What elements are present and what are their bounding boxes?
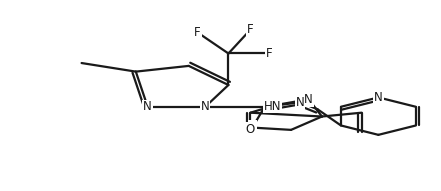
- Text: N: N: [374, 91, 383, 104]
- Text: N: N: [201, 100, 209, 113]
- Text: F: F: [265, 47, 273, 60]
- Text: F: F: [247, 23, 254, 36]
- Text: HN: HN: [264, 100, 281, 112]
- Text: S: S: [249, 121, 256, 134]
- Text: N: N: [295, 96, 304, 109]
- Text: N: N: [304, 93, 313, 106]
- Text: N: N: [143, 100, 152, 113]
- Text: O: O: [246, 123, 255, 136]
- Text: F: F: [194, 26, 201, 39]
